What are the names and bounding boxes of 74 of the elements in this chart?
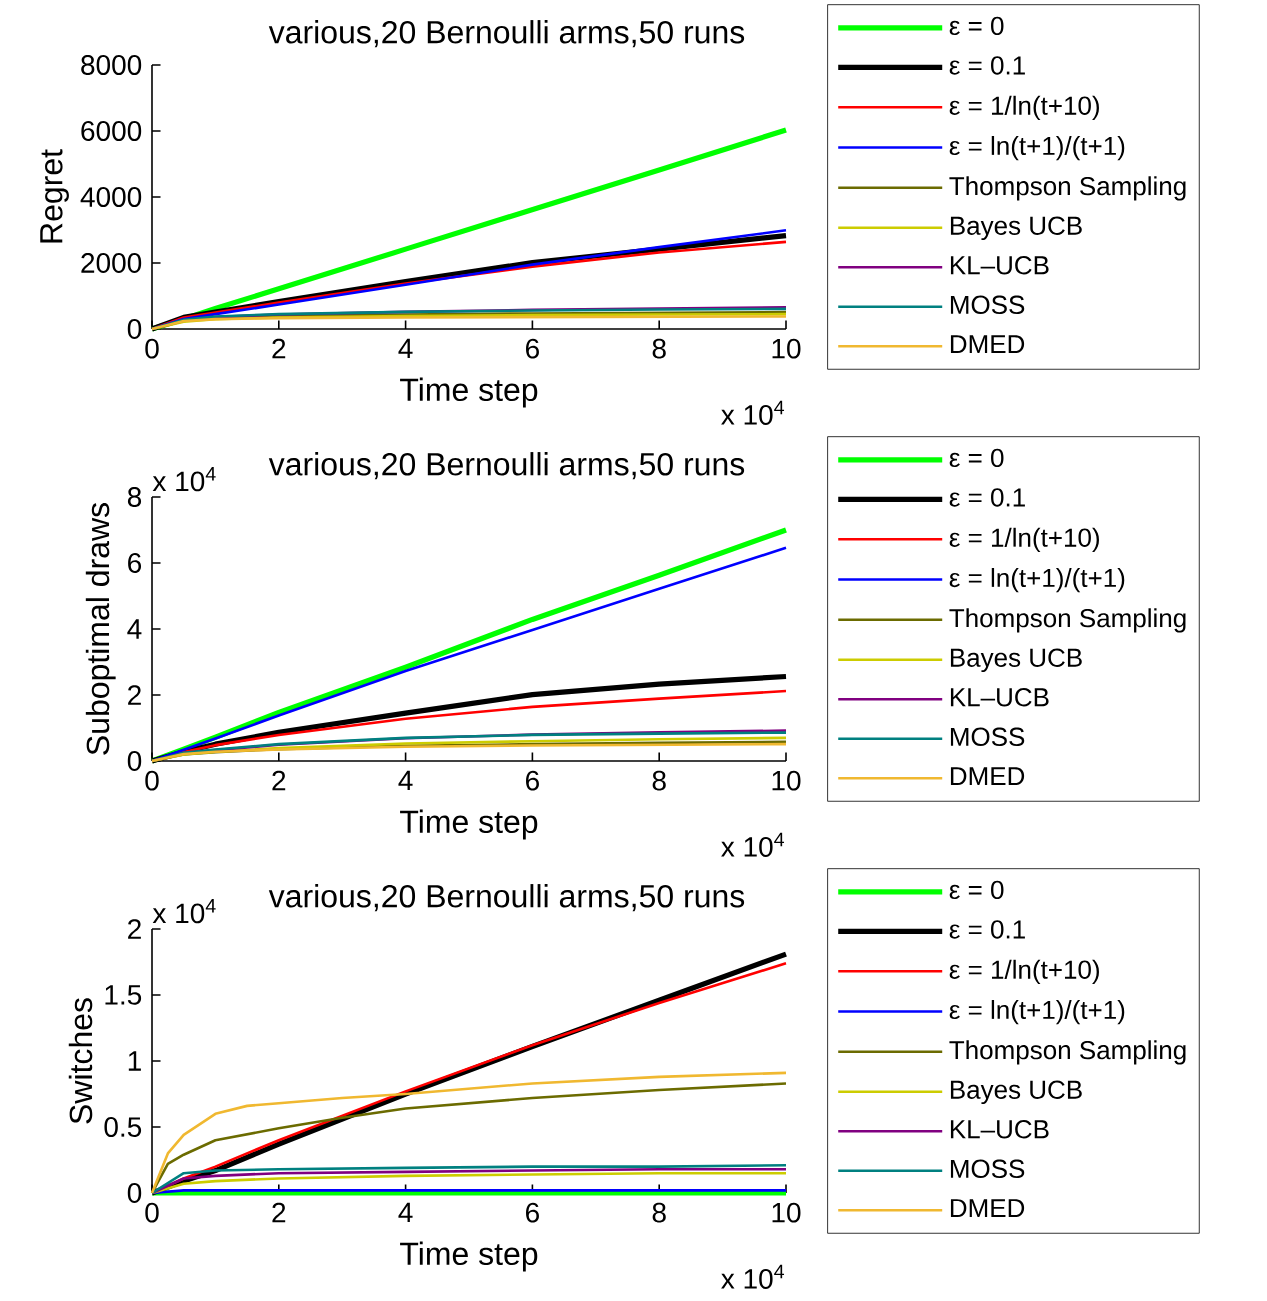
legend-label: ε = 0.1 xyxy=(949,56,1025,75)
y-tick-label: 1.5 xyxy=(105,985,142,1005)
legend-label: KL–UCB xyxy=(950,1120,1049,1139)
y-tick-label: 0 xyxy=(127,751,142,771)
x-tick-label: 2 xyxy=(272,1202,286,1223)
legend-label: MOSS xyxy=(950,727,1025,747)
chart-title: various,20 Bernoulli arms,50 runs xyxy=(268,884,745,912)
y-tick-label: 6000 xyxy=(81,121,142,141)
x-tick-label: 10 xyxy=(772,770,801,791)
y-tick-label: 2 xyxy=(128,685,141,705)
legend-label: ε = 0 xyxy=(949,880,1004,900)
legend-label: Thompson Sampling xyxy=(949,608,1186,633)
x-tick-label: 0 xyxy=(145,770,159,791)
legend-label: Bayes UCB xyxy=(950,1080,1082,1105)
y-tick-label: 2 xyxy=(128,919,141,939)
text: x 10$^{4}$ xyxy=(721,832,785,857)
x-tick-label: 8 xyxy=(652,1202,666,1223)
legend-label: ε = 0 xyxy=(949,16,1004,36)
x-tick-label: 4 xyxy=(398,1202,413,1222)
x-tick-label: 6 xyxy=(526,338,539,359)
legend-label: ε = 1/ln(t+10) xyxy=(949,959,1099,985)
legend-label: ε = 1/ln(t+10) xyxy=(949,95,1099,121)
legend-label: ε = ln(t+1)/(t+1) xyxy=(949,1000,1125,1025)
legend-label: DMED xyxy=(950,335,1025,354)
x-axis-title: Time step xyxy=(400,377,538,408)
y-tick-label: 0.5 xyxy=(104,1117,142,1137)
legend-label: Bayes UCB xyxy=(950,216,1082,241)
legend-label: MOSS xyxy=(950,1159,1025,1179)
y-tick-label: 4000 xyxy=(80,187,142,207)
legend-label: DMED xyxy=(950,767,1025,786)
x-tick-label: 8 xyxy=(652,338,666,359)
y-axis-title: Regret xyxy=(40,149,69,243)
y-tick-label: 8 xyxy=(127,487,142,507)
x-tick-label: 10 xyxy=(772,1202,801,1223)
legend-label: Bayes UCB xyxy=(950,648,1082,673)
x-tick-label: 8 xyxy=(652,770,666,791)
x-tick-label: 0 xyxy=(145,338,159,359)
y-tick-label: 0 xyxy=(127,319,142,339)
y-axis-title: Suboptimal draws xyxy=(85,503,116,755)
legend-label: ε = 0 xyxy=(949,448,1004,468)
text: x 10$^{4}$ xyxy=(152,899,216,924)
chart-title: various,20 Bernoulli arms,50 runs xyxy=(268,452,745,480)
x-tick-label: 0 xyxy=(145,1202,159,1223)
y-tick-label: 1 xyxy=(128,1051,141,1071)
legend-label: ε = 0.1 xyxy=(949,920,1025,939)
x-axis-title: Time step xyxy=(400,1241,538,1272)
y-tick-label: 2000 xyxy=(81,253,142,273)
text: x 10$^{4}$ xyxy=(721,400,785,425)
y-axis-title: Switches xyxy=(68,998,93,1124)
y-tick-label: 6 xyxy=(128,553,142,573)
x-tick-label: 2 xyxy=(272,770,286,791)
y-tick-label: 8000 xyxy=(81,55,142,75)
y-tick-label: 0 xyxy=(127,1183,142,1203)
x-tick-label: 4 xyxy=(398,338,413,358)
legend-label: ε = ln(t+1)/(t+1) xyxy=(949,568,1125,593)
legend-label: KL–UCB xyxy=(950,688,1049,707)
legend-label: DMED xyxy=(950,1199,1025,1218)
legend-label: KL–UCB xyxy=(950,256,1049,275)
x-tick-label: 2 xyxy=(272,338,286,359)
legend-label: ε = 1/ln(t+10) xyxy=(949,527,1099,553)
x-axis-title: Time step xyxy=(400,809,538,840)
text: x 10$^{4}$ xyxy=(721,1264,785,1289)
x-tick-label: 4 xyxy=(398,770,413,790)
legend-label: Thompson Sampling xyxy=(949,176,1186,201)
legend-label: ε = ln(t+1)/(t+1) xyxy=(949,136,1125,161)
chart-title: various,20 Bernoulli arms,50 runs xyxy=(268,20,745,48)
text: x 10$^{4}$ xyxy=(152,467,216,492)
legend-label: ε = 0.1 xyxy=(949,488,1025,507)
legend-label: Thompson Sampling xyxy=(949,1040,1186,1065)
x-tick-label: 6 xyxy=(526,1202,539,1223)
y-tick-label: 4 xyxy=(127,619,142,639)
legend-label: MOSS xyxy=(950,295,1025,315)
x-tick-label: 6 xyxy=(526,770,539,791)
x-tick-label: 10 xyxy=(772,338,801,359)
